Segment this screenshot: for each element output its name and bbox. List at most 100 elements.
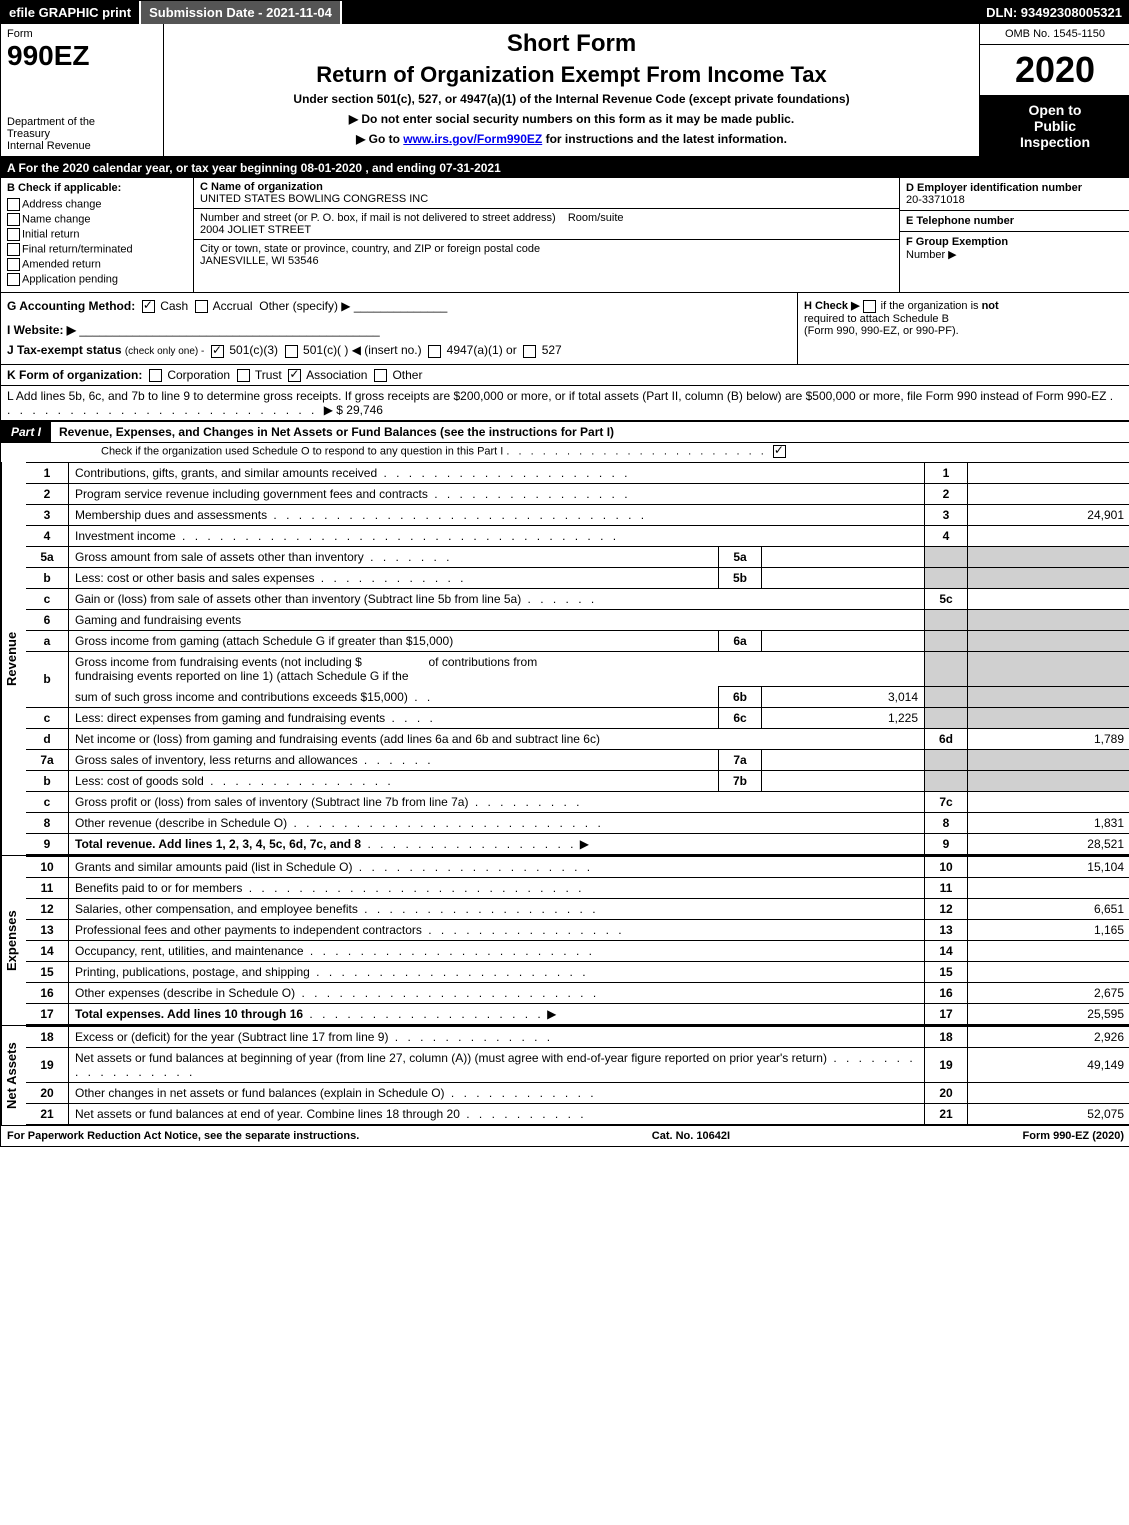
netassets-label: Net Assets xyxy=(1,1026,26,1125)
k-other[interactable] xyxy=(374,369,387,382)
part1-tab: Part I xyxy=(1,422,51,442)
line-5b: bLess: cost or other basis and sales exp… xyxy=(26,567,1129,588)
org-name: UNITED STATES BOWLING CONGRESS INC xyxy=(200,193,893,205)
tax-year: 2020 xyxy=(980,45,1129,96)
cash-checkbox[interactable] xyxy=(142,300,155,313)
street-value: 2004 JOLIET STREET xyxy=(200,224,893,236)
line-9: 9Total revenue. Add lines 1, 2, 3, 4, 5c… xyxy=(26,833,1129,854)
opt-pending[interactable]: Application pending xyxy=(7,273,187,286)
check-applicable-col: B Check if applicable: Address change Na… xyxy=(1,178,194,292)
k-trust[interactable] xyxy=(237,369,250,382)
instr-2: ▶ Go to www.irs.gov/Form990EZ for instru… xyxy=(168,132,975,146)
header-right: OMB No. 1545-1150 2020 Open to Public In… xyxy=(979,24,1129,156)
line-7a: 7aGross sales of inventory, less returns… xyxy=(26,749,1129,770)
l-text: L Add lines 5b, 6c, and 7b to line 9 to … xyxy=(7,389,1106,403)
line-12: 12Salaries, other compensation, and empl… xyxy=(26,898,1129,919)
opt-address-change[interactable]: Address change xyxy=(7,198,187,211)
b-header: B Check if applicable: xyxy=(7,182,187,194)
schedule-o-check[interactable] xyxy=(773,445,786,458)
omb: OMB No. 1545-1150 xyxy=(980,24,1129,45)
opt-final-return[interactable]: Final return/terminated xyxy=(7,243,187,256)
g-left: G Accounting Method: Cash Accrual Other … xyxy=(1,293,797,364)
ein-col: D Employer identification number 20-3371… xyxy=(899,178,1129,292)
form-header: Form 990EZ Department of the Treasury In… xyxy=(1,24,1129,158)
line-5a: 5aGross amount from sale of assets other… xyxy=(26,546,1129,567)
room-label: Room/suite xyxy=(568,212,624,224)
k-row: K Form of organization: Corporation Trus… xyxy=(1,365,1129,386)
form-subtitle: Under section 501(c), 527, or 4947(a)(1)… xyxy=(168,92,975,106)
city-label: City or town, state or province, country… xyxy=(200,243,893,255)
revenue-section: Revenue 1Contributions, gifts, grants, a… xyxy=(1,462,1129,856)
dept-info: Department of the Treasury Internal Reve… xyxy=(7,116,157,152)
j-527[interactable] xyxy=(523,345,536,358)
city-value: JANESVILLE, WI 53546 xyxy=(200,255,893,267)
line-6b: bGross income from fundraising events (n… xyxy=(26,651,1129,686)
line-14: 14Occupancy, rent, utilities, and mainte… xyxy=(26,940,1129,961)
header-left: Form 990EZ Department of the Treasury In… xyxy=(1,24,164,156)
irs-link[interactable]: www.irs.gov/Form990EZ xyxy=(403,132,542,146)
l-amount: $ 29,746 xyxy=(336,403,383,417)
form-word: Form xyxy=(7,28,157,40)
line-13: 13Professional fees and other payments t… xyxy=(26,919,1129,940)
line-6c: cLess: direct expenses from gaming and f… xyxy=(26,707,1129,728)
line-10: 10Grants and similar amounts paid (list … xyxy=(26,856,1129,877)
short-form: Short Form xyxy=(168,30,975,58)
line-1: 1Contributions, gifts, grants, and simil… xyxy=(26,462,1129,483)
g-label: G Accounting Method: xyxy=(7,299,135,313)
street-label: Number and street (or P. O. box, if mail… xyxy=(200,212,556,224)
info-section: B Check if applicable: Address change Na… xyxy=(1,178,1129,293)
line-6d: dNet income or (loss) from gaming and fu… xyxy=(26,728,1129,749)
ein-value: 20-3371018 xyxy=(906,194,1124,206)
tax-year-row: A For the 2020 calendar year, or tax yea… xyxy=(1,158,1129,178)
line-17: 17Total expenses. Add lines 10 through 1… xyxy=(26,1003,1129,1024)
netassets-table: 18Excess or (deficit) for the year (Subt… xyxy=(26,1026,1129,1125)
h-checkbox[interactable] xyxy=(863,300,876,313)
line-6a: aGross income from gaming (attach Schedu… xyxy=(26,630,1129,651)
j-4947[interactable] xyxy=(428,345,441,358)
line-11: 11Benefits paid to or for members . . . … xyxy=(26,877,1129,898)
line-5c: cGain or (loss) from sale of assets othe… xyxy=(26,588,1129,609)
line-3: 3Membership dues and assessments . . . .… xyxy=(26,504,1129,525)
line-18: 18Excess or (deficit) for the year (Subt… xyxy=(26,1026,1129,1047)
footer-right: Form 990-EZ (2020) xyxy=(1023,1130,1124,1142)
name-address-col: C Name of organization UNITED STATES BOW… xyxy=(194,178,899,292)
efile-label: efile GRAPHIC print xyxy=(1,1,141,24)
line-15: 15Printing, publications, postage, and s… xyxy=(26,961,1129,982)
expenses-table: 10Grants and similar amounts paid (list … xyxy=(26,856,1129,1025)
part1-sub: Check if the organization used Schedule … xyxy=(1,443,1129,462)
d-label: D Employer identification number xyxy=(906,182,1124,194)
j-501c[interactable] xyxy=(285,345,298,358)
expenses-label: Expenses xyxy=(1,856,26,1025)
form-title: Return of Organization Exempt From Incom… xyxy=(168,62,975,88)
line-8: 8Other revenue (describe in Schedule O) … xyxy=(26,812,1129,833)
line-4: 4Investment income . . . . . . . . . . .… xyxy=(26,525,1129,546)
opt-name-change[interactable]: Name change xyxy=(7,213,187,226)
opt-amended[interactable]: Amended return xyxy=(7,258,187,271)
header-center: Short Form Return of Organization Exempt… xyxy=(164,24,979,156)
line-20: 20Other changes in net assets or fund ba… xyxy=(26,1082,1129,1103)
form-number: 990EZ xyxy=(7,40,157,72)
g-h-row: G Accounting Method: Cash Accrual Other … xyxy=(1,293,1129,365)
opt-initial-return[interactable]: Initial return xyxy=(7,228,187,241)
netassets-section: Net Assets 18Excess or (deficit) for the… xyxy=(1,1026,1129,1126)
l-row: L Add lines 5b, 6c, and 7b to line 9 to … xyxy=(1,386,1129,421)
k-corp[interactable] xyxy=(149,369,162,382)
line-16: 16Other expenses (describe in Schedule O… xyxy=(26,982,1129,1003)
line-2: 2Program service revenue including gover… xyxy=(26,483,1129,504)
accrual-checkbox[interactable] xyxy=(195,300,208,313)
part1-header: Part I Revenue, Expenses, and Changes in… xyxy=(1,421,1129,443)
k-assoc[interactable] xyxy=(288,369,301,382)
c-label: C Name of organization xyxy=(200,181,889,193)
expenses-section: Expenses 10Grants and similar amounts pa… xyxy=(1,856,1129,1026)
j-501c3[interactable] xyxy=(211,345,224,358)
part1-title: Revenue, Expenses, and Changes in Net As… xyxy=(51,422,1129,442)
topbar: efile GRAPHIC print Submission Date - 20… xyxy=(1,1,1129,24)
i-label: I Website: ▶ xyxy=(7,323,76,337)
line-7c: cGross profit or (loss) from sales of in… xyxy=(26,791,1129,812)
revenue-table: 1Contributions, gifts, grants, and simil… xyxy=(26,462,1129,855)
instr-1: ▶ Do not enter social security numbers o… xyxy=(168,112,975,126)
line-6: 6Gaming and fundraising events xyxy=(26,609,1129,630)
k-label: K Form of organization: xyxy=(7,368,142,382)
submission-date: Submission Date - 2021-11-04 xyxy=(141,1,342,24)
line-19: 19Net assets or fund balances at beginni… xyxy=(26,1047,1129,1082)
